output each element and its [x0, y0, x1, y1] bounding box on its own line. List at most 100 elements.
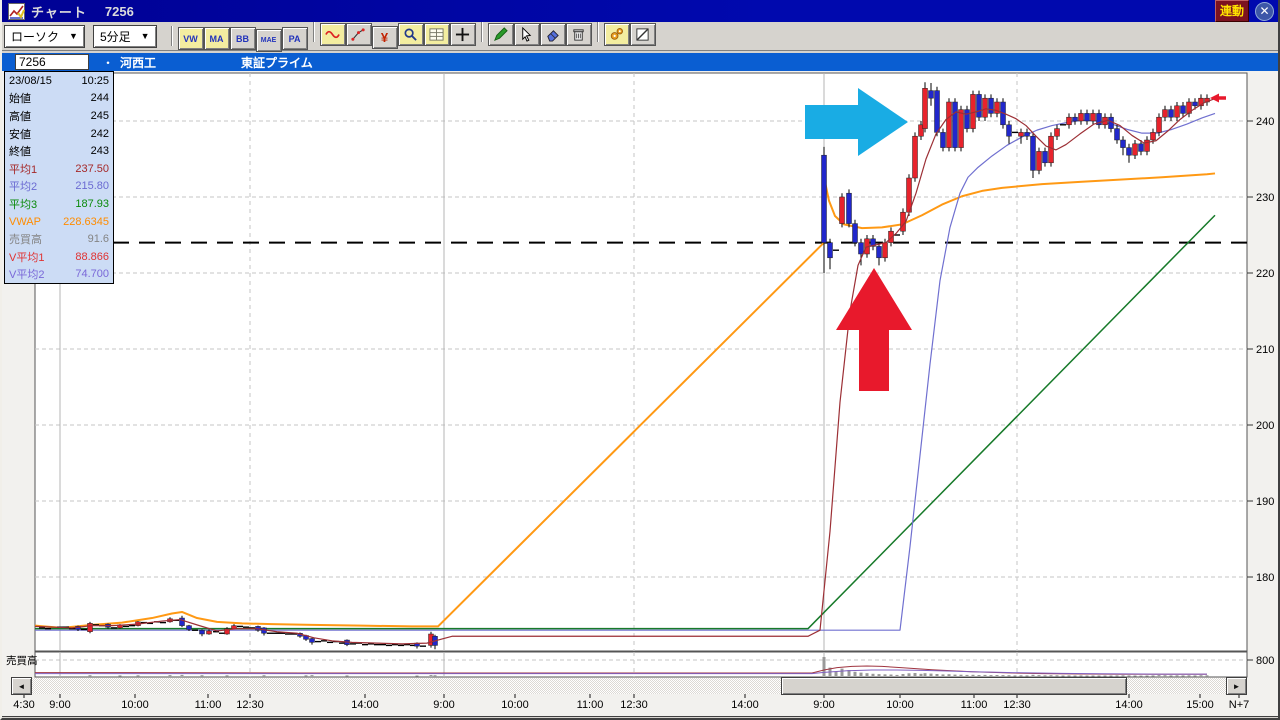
quote-label: V平均2 — [9, 269, 45, 282]
svg-text:210: 210 — [1256, 344, 1274, 356]
crosshair-button[interactable] — [450, 23, 475, 45]
quote-label: V平均1 — [9, 251, 45, 264]
quote-label: VWAP — [9, 215, 41, 228]
quote-value: 215.80 — [75, 180, 109, 193]
quote-value: 91.6 — [87, 233, 109, 246]
chevron-down-icon: ▼ — [140, 31, 150, 41]
quote-label: 平均3 — [9, 198, 38, 211]
window-title: チャート — [31, 4, 87, 20]
svg-text:240: 240 — [1256, 116, 1274, 128]
market-name: 東証プライム — [241, 55, 313, 70]
yen-button[interactable]: ¥ — [372, 26, 397, 48]
title-bar[interactable]: チャート 7256 連動 ✕ — [2, 0, 1278, 22]
quote-label: 高値 — [9, 110, 31, 123]
draw-pencil-button[interactable] — [488, 23, 513, 45]
settings-gears-button[interactable] — [604, 23, 629, 45]
zoom-button[interactable] — [398, 23, 423, 45]
mae-toggle-button[interactable]: MAE — [256, 29, 281, 51]
no-draw-button[interactable] — [630, 23, 655, 45]
quote-value: 88.866 — [75, 250, 109, 263]
chart-node-icon — [351, 27, 365, 41]
svg-text:12:30: 12:30 — [236, 699, 264, 711]
ma-toggle-button[interactable]: MA — [204, 28, 229, 49]
ma1-line — [34, 98, 1215, 645]
stock-name: 河西工 — [120, 55, 157, 70]
scroll-right-button[interactable]: ► — [1227, 678, 1246, 694]
svg-text:10:00: 10:00 — [886, 699, 914, 711]
toolbar-separator — [312, 21, 315, 42]
quote-value: 244 — [90, 92, 109, 105]
svg-text:200: 200 — [1256, 420, 1274, 432]
svg-text:12:30: 12:30 — [620, 699, 648, 711]
svg-text:12:30: 12:30 — [1003, 699, 1031, 711]
link-toggle-button[interactable]: 連動 — [1214, 0, 1249, 22]
volume-bars — [88, 657, 1209, 677]
toolbar-separator — [480, 21, 483, 42]
quote-row: 始値 244 — [5, 90, 113, 108]
wave-style-button[interactable] — [320, 23, 345, 45]
quote-label: 安値 — [9, 128, 31, 141]
quote-value: 228.6345 — [63, 215, 109, 228]
scroll-left-button[interactable]: ◄ — [12, 678, 31, 694]
volume-pane-label: 売買高 — [6, 654, 38, 667]
quote-label: 23/08/15 — [9, 74, 52, 87]
quote-label: 売買高 — [9, 234, 42, 247]
svg-text:11:00: 11:00 — [961, 699, 988, 711]
price-board-button[interactable] — [424, 23, 449, 45]
svg-text:N+7: N+7 — [1229, 699, 1250, 711]
wave-icon — [325, 30, 340, 38]
quote-value: 243 — [90, 145, 109, 158]
quote-row: 23/08/15 10:25 — [5, 72, 113, 90]
pa-toggle-button[interactable]: PA — [282, 28, 307, 49]
quote-label: 終値 — [9, 146, 31, 159]
eraser-icon — [547, 29, 559, 42]
separator-dot: ・ — [102, 55, 115, 70]
x-axis-labels: 4:30 9:00 10:00 11:00 12:30 14:00 9:00 10:00 11:… — [13, 693, 1249, 711]
chevron-down-icon: ▼ — [69, 31, 78, 41]
quote-row: V平均2 74.700 — [5, 266, 113, 284]
quote-value: 242 — [90, 127, 109, 140]
scrollbar-thumb[interactable] — [782, 678, 1126, 694]
board-icon — [429, 27, 444, 41]
candle-type-dropdown[interactable]: ローソク ▼ — [5, 25, 84, 47]
svg-text:14:00: 14:00 — [351, 699, 379, 711]
chart-app-icon — [8, 2, 25, 20]
svg-text:220: 220 — [1256, 268, 1274, 280]
timeframe-dropdown[interactable]: 5分足 ▼ — [93, 25, 156, 47]
toolbar-separator — [596, 21, 599, 42]
svg-text:190: 190 — [1256, 496, 1274, 508]
symbol-code-input[interactable] — [15, 54, 89, 70]
y-axis-labels: 240 230 220 210 200 190 180 800 — [1256, 116, 1274, 667]
trend-node-button[interactable] — [346, 23, 371, 45]
pencil-icon — [494, 26, 508, 41]
quote-data-panel: 23/08/15 10:25 始値 244 高値 245 安値 242 終値 243 平均1 237.… — [4, 71, 114, 285]
select-cursor-button[interactable] — [514, 23, 539, 45]
vwap-toggle-button[interactable]: VW — [178, 28, 203, 49]
symbol-info-bar: ・ 河西工 東証プライム — [2, 53, 1278, 71]
svg-text:800: 800 — [1256, 655, 1274, 667]
quote-label: 始値 — [9, 93, 31, 106]
eraser-button[interactable] — [540, 23, 565, 45]
bb-toggle-button[interactable]: BB — [230, 28, 255, 49]
price-chart: 240 230 220 210 200 190 180 800 4:30 9:00 10:00 11:… — [6, 72, 1274, 711]
svg-text:4:30: 4:30 — [13, 699, 34, 711]
close-button[interactable]: ✕ — [1255, 1, 1274, 21]
svg-text:10:00: 10:00 — [501, 699, 529, 711]
quote-row: 平均1 237.50 — [5, 160, 113, 178]
svg-text:売買高: 売買高 — [6, 654, 38, 667]
svg-text:230: 230 — [1256, 192, 1274, 204]
quote-row: 安値 242 — [5, 125, 113, 143]
annotations — [805, 88, 1226, 391]
quote-value: 245 — [90, 109, 109, 122]
quote-label: 平均1 — [9, 163, 38, 176]
quote-value: 237.50 — [75, 162, 109, 175]
ma3-line — [35, 214, 1216, 630]
quote-value: 74.700 — [75, 268, 109, 281]
horizontal-scrollbar[interactable]: ◄ ► — [12, 678, 1246, 694]
delete-trash-button[interactable] — [566, 23, 591, 45]
last-price-marker — [1210, 93, 1226, 103]
toolbar: ローソク ▼ 5分足 ▼ VW MA BB MAE PA ¥ — [2, 21, 1278, 51]
window-bottom-edge — [2, 716, 1278, 718]
window-title-code: 7256 — [104, 3, 134, 19]
svg-text:14:00: 14:00 — [1115, 699, 1143, 711]
